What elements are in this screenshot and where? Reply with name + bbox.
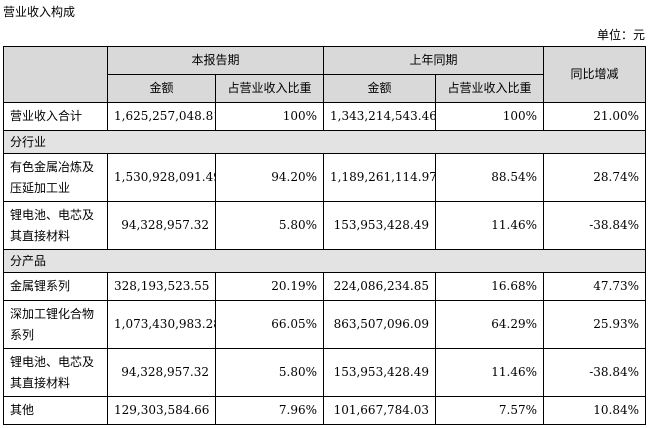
prior-share-cell: 11.46% xyxy=(435,348,545,397)
section-row-product: 分产品 xyxy=(2,249,647,273)
header-prior-period: 上年同期 xyxy=(323,46,545,75)
table-row: 金属锂系列 328,193,523.55 20.19% 224,086,234.… xyxy=(3,272,647,301)
cur-share-cell: 94.20% xyxy=(214,153,325,202)
row-label: 锂电池、电芯及其直接材料 xyxy=(3,201,108,250)
unit-label: 单位：元 xyxy=(596,28,645,42)
cur-amount-cell: 94,328,957.32 xyxy=(107,201,216,250)
cur-share-cell: 20.19% xyxy=(214,272,325,301)
header-current-period: 本报告期 xyxy=(106,46,325,75)
cur-share-cell: 100% xyxy=(214,102,325,131)
table-title: 营业收入构成 xyxy=(3,5,76,19)
change-cell: -38.84% xyxy=(543,348,647,397)
row-label: 金属锂系列 xyxy=(3,272,108,301)
prior-amount-cell: 153,953,428.49 xyxy=(323,201,437,250)
header-yoy-change: 同比增减 xyxy=(543,46,647,103)
table-row: 锂电池、电芯及其直接材料 94,328,957.32 5.80% 153,953… xyxy=(3,201,647,250)
table-row-total: 营业收入合计 1,625,257,048.81 100% 1,343,214,5… xyxy=(3,102,647,131)
section-label: 分行业 xyxy=(2,130,647,154)
row-label: 其他 xyxy=(3,396,108,425)
header-prior-share: 占营业收入比重 xyxy=(435,74,545,103)
change-cell: -38.84% xyxy=(543,201,647,250)
change-cell: 10.84% xyxy=(543,396,647,425)
prior-amount-cell: 863,507,096.09 xyxy=(323,300,437,349)
cur-amount-cell: 1,530,928,091.49 xyxy=(107,153,216,202)
row-label: 锂电池、电芯及其直接材料 xyxy=(3,348,108,397)
prior-share-cell: 11.46% xyxy=(435,201,545,250)
change-cell: 21.00% xyxy=(543,102,647,131)
cur-share-cell: 5.80% xyxy=(214,201,325,250)
prior-amount-cell: 1,189,261,114.97 xyxy=(323,153,437,202)
table-row: 有色金属冶炼及压延加工业 1,530,928,091.49 94.20% 1,1… xyxy=(3,153,647,202)
header-cur-share: 占营业收入比重 xyxy=(214,74,325,103)
prior-share-cell: 64.29% xyxy=(435,300,545,349)
cur-share-cell: 5.80% xyxy=(214,348,325,397)
revenue-composition-table: 本报告期 上年同期 同比增减 金额 占营业收入比重 金额 占营业收入比重 营业收… xyxy=(2,46,647,425)
section-row-industry: 分行业 xyxy=(2,130,647,154)
prior-amount-cell: 153,953,428.49 xyxy=(323,348,437,397)
prior-amount-cell: 1,343,214,543.46 xyxy=(323,102,437,131)
cur-amount-cell: 1,625,257,048.81 xyxy=(107,102,216,131)
prior-share-cell: 100% xyxy=(435,102,545,131)
section-label: 分产品 xyxy=(2,249,647,273)
table-row: 深加工锂化合物系列 1,073,430,983.28 66.05% 863,50… xyxy=(3,300,647,349)
prior-share-cell: 7.57% xyxy=(435,396,545,425)
cur-share-cell: 66.05% xyxy=(214,300,325,349)
prior-share-cell: 88.54% xyxy=(435,153,545,202)
prior-amount-cell: 101,667,784.03 xyxy=(323,396,437,425)
table-row: 锂电池、电芯及其直接材料 94,328,957.32 5.80% 153,953… xyxy=(3,348,647,397)
cur-amount-cell: 94,328,957.32 xyxy=(107,348,216,397)
prior-amount-cell: 224,086,234.85 xyxy=(323,272,437,301)
row-label: 有色金属冶炼及压延加工业 xyxy=(3,153,108,202)
header-prior-amount: 金额 xyxy=(323,74,437,103)
row-label: 营业收入合计 xyxy=(3,102,108,131)
table-row: 其他 129,303,584.66 7.96% 101,667,784.03 7… xyxy=(3,396,647,425)
change-cell: 47.73% xyxy=(543,272,647,301)
header-cur-amount: 金额 xyxy=(107,74,216,103)
cur-amount-cell: 1,073,430,983.28 xyxy=(107,300,216,349)
header-row-sub: 金额 占营业收入比重 金额 占营业收入比重 xyxy=(4,74,646,103)
change-cell: 25.93% xyxy=(543,300,647,349)
header-blank-cell xyxy=(3,46,108,103)
cur-amount-cell: 328,193,523.55 xyxy=(107,272,216,301)
change-cell: 28.74% xyxy=(543,153,647,202)
prior-share-cell: 16.68% xyxy=(435,272,545,301)
cur-amount-cell: 129,303,584.66 xyxy=(107,396,216,425)
header-row-top: 本报告期 上年同期 同比增减 xyxy=(3,46,647,103)
row-label: 深加工锂化合物系列 xyxy=(3,300,108,349)
cur-share-cell: 7.96% xyxy=(214,396,325,425)
